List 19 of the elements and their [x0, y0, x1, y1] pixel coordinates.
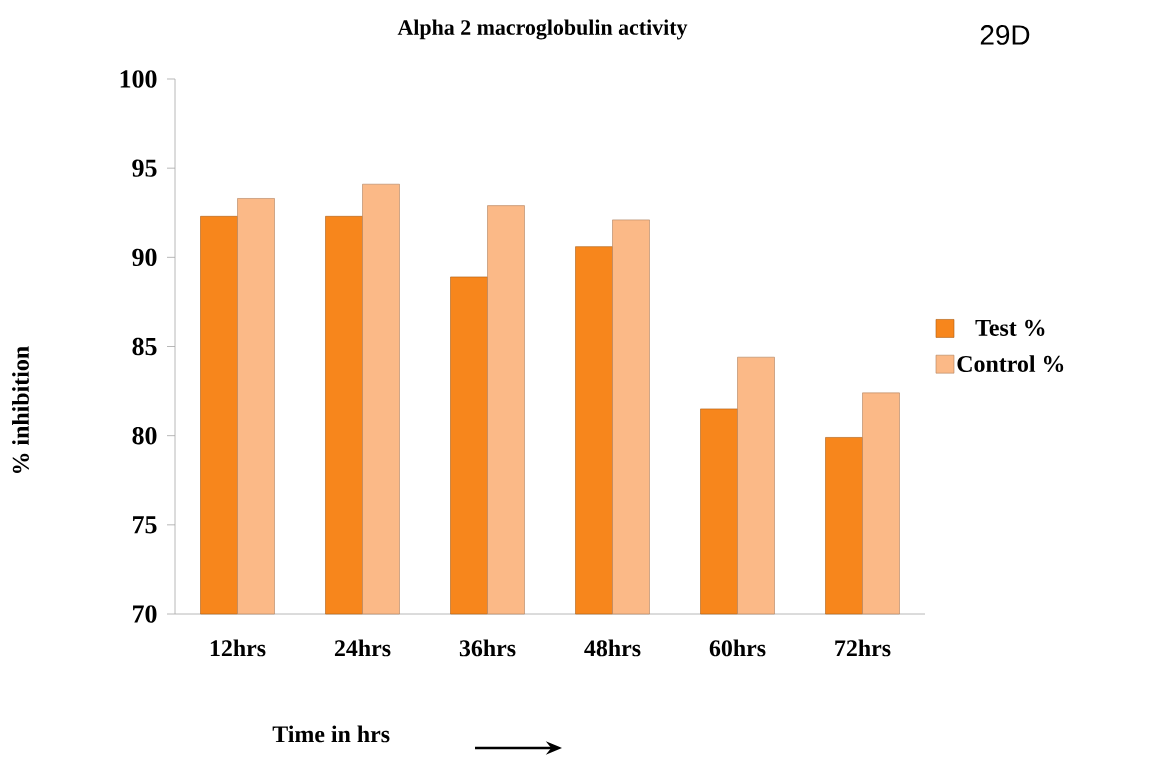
- x-tick-label: 36hrs: [459, 639, 516, 657]
- y-axis-title: % inhibition: [12, 346, 29, 474]
- x-tick-label: 72hrs: [835, 639, 891, 657]
- x-tick-label: 12hrs: [210, 639, 266, 657]
- legend-label: Test %: [975, 319, 1045, 336]
- y-tick-label: 85: [132, 337, 157, 356]
- y-tick-label: 70: [133, 605, 157, 623]
- chart-title: Alpha 2 macroglobulin activity: [397, 19, 688, 40]
- x-tick-label: 24hrs: [334, 639, 391, 657]
- y-tick-label: 95: [132, 159, 157, 177]
- x-tick-label: 60hrs: [709, 639, 766, 657]
- y-tick-label: 90: [132, 248, 157, 267]
- x-axis-title: Time in hrs: [272, 725, 390, 743]
- x-tick-label: 48hrs: [584, 639, 641, 657]
- y-tick-label: 100: [120, 70, 157, 88]
- y-tick-label: 75: [133, 516, 157, 534]
- text: 29D: [980, 25, 1030, 45]
- legend-label: Control %: [957, 355, 1064, 373]
- y-tick-label: 80: [132, 426, 157, 445]
